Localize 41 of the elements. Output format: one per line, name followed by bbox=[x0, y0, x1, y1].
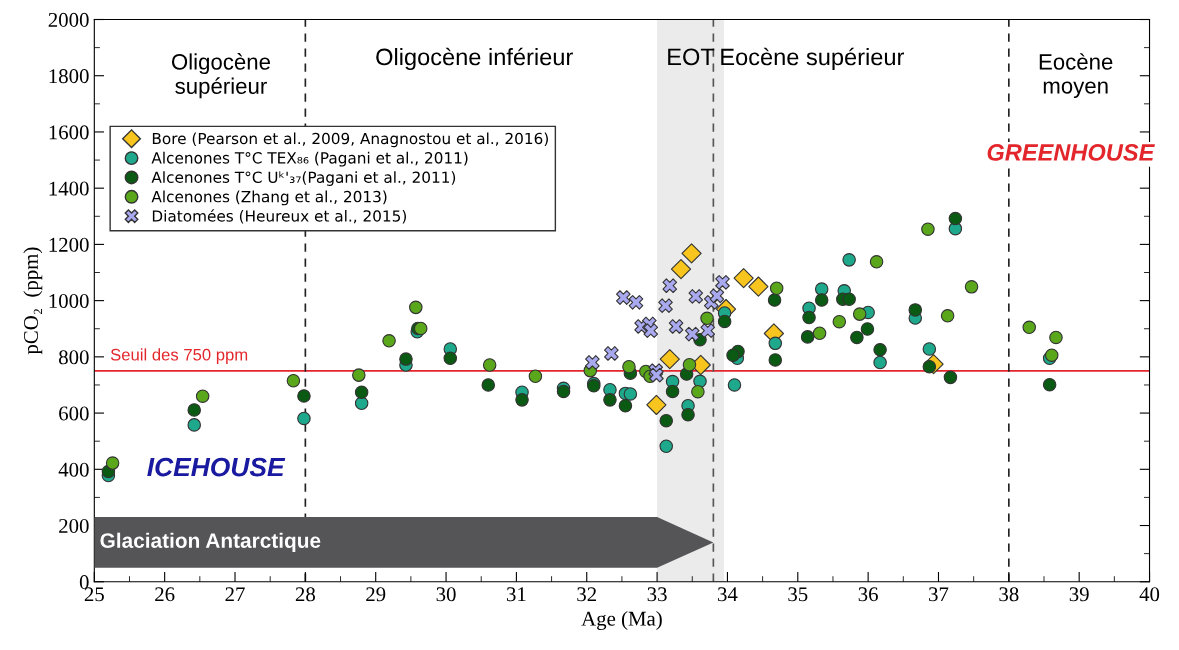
band-label: EOT bbox=[668, 48, 715, 66]
y-tick-label: 1200 bbox=[49, 237, 89, 252]
legend-label: Diatomées (Heureux et al., 2015) bbox=[152, 209, 406, 224]
y-axis-title: pCO₂ (ppm) bbox=[23, 247, 43, 355]
y-tick-label: 1600 bbox=[49, 125, 89, 140]
legend-label: Alcenones T°C TEX₈₆ (Pagani et al., 2011) bbox=[151, 151, 468, 167]
annotation: GREENHOUSE bbox=[987, 144, 1155, 161]
x-tick-label: 28 bbox=[295, 587, 315, 602]
legend-label: Alcenones T°C Uᵏ'₃₇(Pagani et al., 2011) bbox=[151, 171, 456, 186]
annotation: ICEHOUSE bbox=[147, 457, 286, 477]
y-tick-label: 2000 bbox=[48, 12, 89, 27]
x-tick-label: 29 bbox=[366, 587, 386, 602]
annotation: Oligocène inférieur bbox=[376, 47, 573, 70]
y-tick-label: 1400 bbox=[49, 181, 89, 196]
x-tick-label: 35 bbox=[788, 587, 808, 602]
legend-label: Alcenones (Zhang et al., 2013) bbox=[151, 190, 387, 206]
y-tick-label: 200 bbox=[59, 518, 89, 533]
y-tick-label: 400 bbox=[58, 462, 89, 477]
y-tick-label: 600 bbox=[59, 406, 89, 421]
ref-line-label: Seuil des 750 ppm bbox=[110, 348, 248, 364]
x-tick-label: 38 bbox=[999, 587, 1019, 602]
x-tick-label: 37 bbox=[929, 587, 949, 602]
x-tick-label: 32 bbox=[577, 587, 597, 602]
x-tick-label: 40 bbox=[1139, 587, 1160, 602]
x-axis-title: Age (Ma) bbox=[581, 611, 662, 631]
x-tick-label: 33 bbox=[647, 587, 667, 602]
x-tick-label: 36 bbox=[858, 587, 878, 602]
annotation: Eocène moyen bbox=[1039, 53, 1113, 99]
x-tick-label: 26 bbox=[155, 587, 175, 602]
y-tick-label: 800 bbox=[59, 350, 89, 365]
x-tick-label: 39 bbox=[1069, 587, 1089, 602]
x-tick-label: 27 bbox=[225, 587, 245, 602]
annotation: Oligocène supérieur bbox=[171, 53, 270, 99]
x-tick-label: 30 bbox=[436, 587, 456, 602]
y-tick-label: 1000 bbox=[49, 294, 89, 309]
annotation: Glaciation Antarctique bbox=[100, 532, 321, 553]
x-tick-label: 34 bbox=[718, 587, 738, 602]
x-tick-label: 31 bbox=[506, 587, 526, 602]
annotation: Eocène supérieur bbox=[721, 47, 905, 70]
legend-label: Bore (Pearson et al., 2009, Anagnostou et al., 2016) bbox=[152, 132, 548, 148]
y-tick-label: 1800 bbox=[49, 69, 89, 84]
